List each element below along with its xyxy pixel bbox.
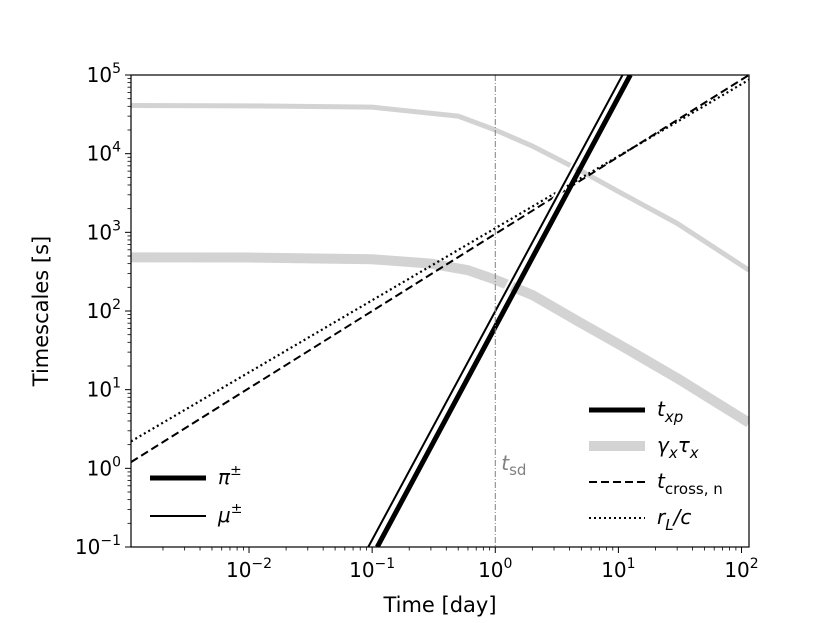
y-tick-label: 101 [87,376,121,402]
vline-layer: tsd [494,75,526,547]
y-tick-label: 102 [87,297,121,323]
legend-right: txp γxτx tcross, n rL/c [589,397,723,534]
y-axis: 10−1 100 101 102 103 104 105 [75,61,131,559]
y-tick-label: 103 [87,218,121,244]
legend-label: γxτx [657,433,699,462]
series-gt-mu [131,102,749,273]
x-tick-label: 10−2 [226,556,272,582]
x-axis: 10−2 10−1 100 101 102 [162,547,759,582]
y-tick-label: 10−1 [75,533,121,559]
x-tick-label: 10−1 [349,556,395,582]
x-tick-label: 102 [724,556,758,582]
x-tick-label: 100 [478,556,512,582]
vline-label: tsd [501,451,526,479]
x-axis-label: Time [day] [382,593,496,617]
series-txp-pi [375,75,633,547]
y-tick-label: 100 [87,454,121,480]
legend-label: π± [218,463,242,489]
legend-label: tcross, n [657,469,723,498]
series-gt-pi [131,252,749,427]
series-r-L-c [131,78,749,443]
x-tick-label: 101 [601,556,635,582]
legend-left: π± μ± [150,463,242,527]
y-axis-label: Timescales [s] [29,236,53,387]
legend-label: μ± [217,501,242,527]
y-tick-label: 104 [87,140,121,166]
series-layer [131,75,749,547]
legend-label: rL/c [657,505,691,534]
y-tick-label: 105 [87,61,121,87]
legend-label: txp [657,397,683,426]
